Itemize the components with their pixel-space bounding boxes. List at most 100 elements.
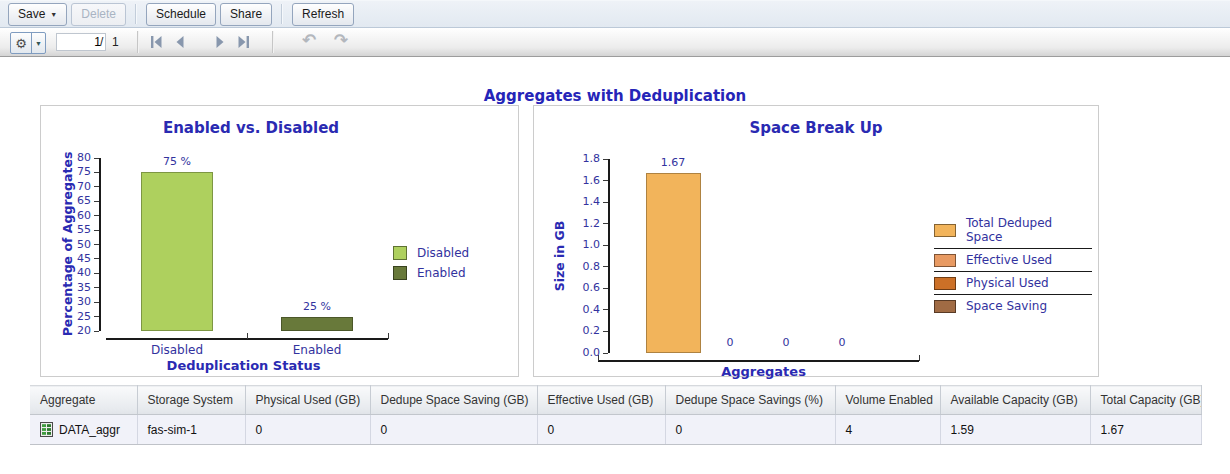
refresh-button-label: Refresh — [302, 7, 344, 21]
table-cell: 4 — [835, 415, 940, 445]
page-slash: / — [100, 35, 103, 49]
toolbar-separator — [281, 4, 283, 24]
x-tick-mark — [247, 333, 248, 339]
y-tick-label: 1.8 — [564, 152, 600, 165]
delete-button[interactable]: Delete — [71, 3, 126, 26]
table-row[interactable]: DATA_aggrfas-sim-1000041.591.67 — [30, 415, 1201, 445]
page-total: 1 — [112, 35, 119, 49]
settings-button[interactable]: ⚙ ▼ — [10, 32, 46, 54]
chart-panel-space-break-up: Space Break Up Size in GB 0.00.20.40.60.… — [533, 105, 1099, 377]
schedule-button-label: Schedule — [156, 7, 206, 21]
undo-icon[interactable]: ↶ — [302, 30, 316, 50]
next-page-icon[interactable] — [212, 35, 228, 53]
column-header-volume-enabled[interactable]: Volume Enabled — [835, 386, 940, 415]
aggregates-table: AggregateStorage SystemPhysical Used (GB… — [30, 385, 1202, 445]
share-button-label: Share — [230, 7, 262, 21]
table-cell: 1.59 — [940, 415, 1090, 445]
column-header-dedupe-space-saving-gb-[interactable]: Dedupe Space Saving (GB) — [370, 386, 537, 415]
bar-value-label: 0 — [802, 336, 882, 349]
column-header-available-capacity-gb-[interactable]: Available Capacity (GB) — [940, 386, 1090, 415]
y-tick-label: 40 — [55, 266, 91, 279]
legend-item: Physical Used — [934, 272, 1092, 295]
table-cell: 1.67 — [1090, 415, 1201, 445]
y-tick-label: 75 — [55, 165, 91, 178]
y-axis-line — [99, 158, 101, 331]
x-tick-mark — [598, 355, 599, 361]
table-body: DATA_aggrfas-sim-1000041.591.67 — [30, 415, 1201, 445]
y-tick-label: 0.8 — [564, 260, 600, 273]
gear-icon: ⚙ — [11, 33, 31, 53]
legend-color-swatch — [393, 246, 407, 260]
chart-title: Space Break Up — [534, 119, 1098, 137]
y-tick-label: 0.0 — [564, 346, 600, 359]
column-header-storage-system[interactable]: Storage System — [137, 386, 245, 415]
pager-toolbar: ⚙ ▼ / 1 ↶ ↷ — [0, 28, 1230, 57]
legend-color-swatch — [934, 277, 956, 290]
bar-enabled — [281, 317, 353, 331]
y-tick-label: 80 — [55, 151, 91, 164]
legend-label: Space Saving — [966, 299, 1047, 313]
x-axis-line — [598, 360, 919, 362]
legend-item: Space Saving — [934, 295, 1092, 317]
legend-color-swatch — [393, 266, 407, 280]
last-page-icon[interactable] — [236, 35, 252, 53]
table-cell: DATA_aggr — [30, 415, 137, 445]
table-cell: 0 — [370, 415, 537, 445]
table-cell: 0 — [665, 415, 835, 445]
column-header-dedupe-space-savings-[interactable]: Dedupe Space Savings (%) — [665, 386, 835, 415]
y-tick-label: 1.0 — [564, 238, 600, 251]
x-category-label: Disabled — [127, 343, 227, 357]
chevron-down-icon: ▼ — [31, 33, 45, 53]
y-tick-label: 1.2 — [564, 217, 600, 230]
legend-label: Enabled — [417, 266, 466, 280]
legend-item: Enabled — [393, 263, 469, 283]
table-header: AggregateStorage SystemPhysical Used (GB… — [30, 386, 1201, 415]
y-tick-label: 70 — [55, 180, 91, 193]
y-axis-line — [608, 159, 610, 353]
bar-total-deduped-space — [646, 173, 701, 353]
column-header-physical-used-gb-[interactable]: Physical Used (GB) — [245, 386, 370, 415]
legend-label: Physical Used — [966, 276, 1049, 290]
y-tick-label: 25 — [55, 310, 91, 323]
bar-value-label: 75 % — [137, 155, 217, 168]
legend-color-swatch — [934, 254, 956, 267]
table-cell: fas-sim-1 — [137, 415, 245, 445]
legend-label: Total Deduped Space — [966, 216, 1092, 244]
save-button[interactable]: Save ▼ — [8, 3, 67, 26]
save-dropdown-icon[interactable]: ▼ — [50, 11, 57, 18]
share-button[interactable]: Share — [220, 3, 272, 26]
redo-icon[interactable]: ↷ — [334, 30, 348, 50]
toolbar-separator — [137, 31, 139, 53]
schedule-button[interactable]: Schedule — [146, 3, 216, 26]
x-tick-mark — [919, 355, 920, 361]
column-header-effective-used-gb-[interactable]: Effective Used (GB) — [537, 386, 665, 415]
bar-value-label: 25 % — [277, 300, 357, 313]
column-header-total-capacity-gb-[interactable]: Total Capacity (GB) — [1090, 386, 1201, 415]
x-tick-mark — [388, 333, 389, 339]
y-tick-label: 30 — [55, 295, 91, 308]
legend-label: Disabled — [417, 246, 469, 260]
table-cell: 0 — [537, 415, 665, 445]
y-tick-label: 0.2 — [564, 324, 600, 337]
aggregate-name: DATA_aggr — [59, 423, 120, 437]
x-axis-title: Deduplication Status — [99, 358, 388, 373]
legend-label: Effective Used — [966, 253, 1052, 267]
column-header-aggregate[interactable]: Aggregate — [30, 386, 137, 415]
first-page-icon[interactable] — [148, 35, 164, 53]
page-number-input[interactable] — [56, 33, 106, 51]
y-tick-label: 1.4 — [564, 195, 600, 208]
y-tick-label: 60 — [55, 209, 91, 222]
save-button-label: Save — [18, 7, 45, 21]
aggregate-icon — [40, 422, 53, 437]
legend-color-swatch — [934, 300, 956, 313]
page-title: Aggregates with Deduplication — [0, 87, 1230, 105]
toolbar-separator — [272, 31, 274, 53]
chart-legend: Total Deduped Space Effective Used Physica… — [934, 212, 1092, 317]
y-tick-label: 65 — [55, 194, 91, 207]
previous-page-icon[interactable] — [172, 35, 188, 53]
legend-item: Total Deduped Space — [934, 212, 1092, 249]
x-axis-title: Aggregates — [608, 364, 919, 379]
toolbar-separator — [135, 4, 137, 24]
refresh-button[interactable]: Refresh — [292, 3, 354, 26]
x-category-label: Enabled — [267, 343, 367, 357]
